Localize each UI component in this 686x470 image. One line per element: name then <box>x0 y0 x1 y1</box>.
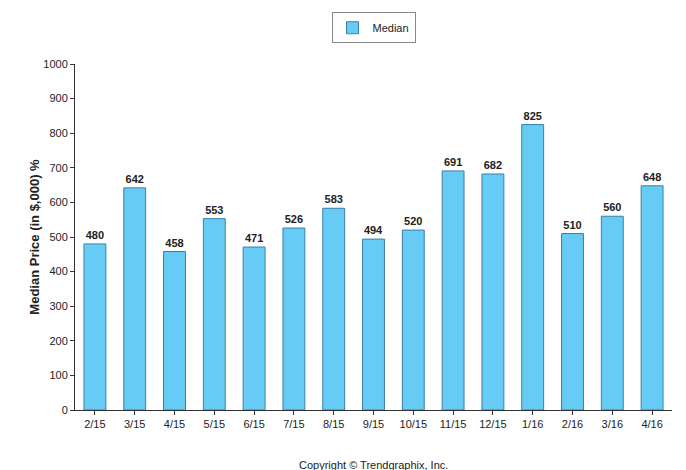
svg-text:494: 494 <box>364 224 383 236</box>
svg-text:583: 583 <box>325 193 343 205</box>
svg-text:1000: 1000 <box>43 58 67 70</box>
svg-text:691: 691 <box>444 156 462 168</box>
svg-text:100: 100 <box>49 369 67 381</box>
svg-text:510: 510 <box>563 219 581 231</box>
svg-text:12/15: 12/15 <box>479 418 507 430</box>
svg-text:6/15: 6/15 <box>243 418 264 430</box>
svg-text:400: 400 <box>49 265 67 277</box>
svg-text:Median Price (in $,000) %: Median Price (in $,000) % <box>27 159 42 315</box>
svg-text:7/15: 7/15 <box>283 418 304 430</box>
svg-text:10/15: 10/15 <box>400 418 428 430</box>
svg-text:11/15: 11/15 <box>440 418 467 430</box>
svg-text:800: 800 <box>49 127 67 139</box>
svg-text:Median: Median <box>373 22 409 34</box>
svg-text:4/16: 4/16 <box>641 418 662 430</box>
svg-text:0: 0 <box>62 404 68 416</box>
svg-text:520: 520 <box>404 215 422 227</box>
svg-text:300: 300 <box>49 300 67 312</box>
svg-text:553: 553 <box>205 204 223 216</box>
svg-text:1/16: 1/16 <box>522 418 543 430</box>
svg-text:642: 642 <box>126 173 144 185</box>
svg-text:700: 700 <box>49 162 67 174</box>
svg-text:8/15: 8/15 <box>323 418 344 430</box>
svg-text:526: 526 <box>285 213 303 225</box>
svg-text:600: 600 <box>49 196 67 208</box>
svg-text:3/15: 3/15 <box>124 418 145 430</box>
svg-text:825: 825 <box>524 110 542 122</box>
svg-text:480: 480 <box>86 229 104 241</box>
svg-text:458: 458 <box>165 237 183 249</box>
svg-text:500: 500 <box>49 231 67 243</box>
svg-text:5/15: 5/15 <box>204 418 225 430</box>
svg-text:200: 200 <box>49 335 67 347</box>
svg-text:648: 648 <box>643 171 661 183</box>
svg-text:2/16: 2/16 <box>562 418 583 430</box>
svg-text:Copyright © Trendgraphix, Inc.: Copyright © Trendgraphix, Inc. <box>299 459 448 470</box>
svg-text:560: 560 <box>603 201 621 213</box>
svg-text:9/15: 9/15 <box>363 418 384 430</box>
svg-text:471: 471 <box>245 232 263 244</box>
svg-text:2/15: 2/15 <box>84 418 105 430</box>
svg-text:4/15: 4/15 <box>164 418 185 430</box>
svg-text:3/16: 3/16 <box>602 418 623 430</box>
svg-text:900: 900 <box>49 92 67 104</box>
svg-text:682: 682 <box>484 159 502 171</box>
